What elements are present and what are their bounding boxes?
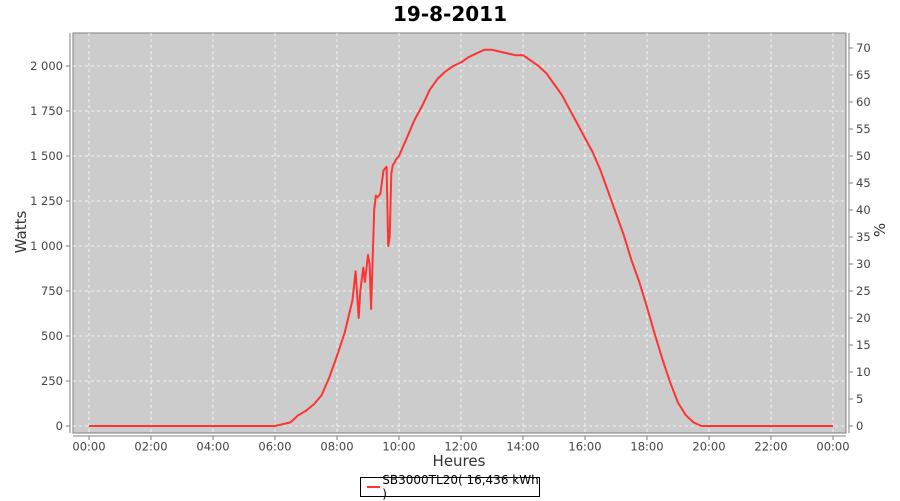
x-tick-label: 16:00	[568, 439, 601, 453]
x-tick-label: 08:00	[320, 439, 353, 453]
grid	[73, 33, 846, 433]
x-tick-label: 12:00	[444, 439, 477, 453]
legend-label: SB3000TL20( 16,436 kWh )	[382, 473, 539, 501]
plot-area	[72, 32, 847, 434]
y2-tick-label: 20	[856, 311, 871, 325]
x-tick-label: 10:00	[382, 439, 415, 453]
y-tick-label: 1 750	[30, 104, 63, 118]
y2-tick-label: 55	[856, 122, 871, 136]
x-tick-label: 22:00	[754, 439, 787, 453]
y2-tick-label: 60	[856, 95, 871, 109]
y-tick-label: 1 000	[30, 239, 63, 253]
y2-tick-label: 35	[856, 230, 871, 244]
y-axis-label: Watts	[12, 211, 30, 254]
chart-title: 19-8-2011	[393, 2, 507, 26]
y2-axis-label: %	[871, 223, 889, 237]
y2-tick-label: 65	[856, 68, 871, 82]
x-tick-label: 04:00	[196, 439, 229, 453]
x-tick-label: 00:00	[72, 439, 105, 453]
y2-tick-label: 0	[856, 419, 863, 433]
right-axis: 0 5 10 15 20 25 30 35 40 45 50 55 60 65 70	[848, 33, 871, 433]
left-axis: 0 250 500 750 1 000 1 250 1 500 1 750 2 000	[30, 33, 71, 433]
y-tick-label: 0	[56, 419, 63, 433]
x-tick-label: 00:00	[816, 439, 849, 453]
y-tick-label: 250	[41, 374, 63, 388]
y-tick-label: 2 000	[30, 59, 63, 73]
x-axis-label: Heures	[433, 452, 486, 470]
y2-tick-label: 5	[856, 392, 863, 406]
y-tick-label: 750	[41, 284, 63, 298]
x-tick-label: 18:00	[630, 439, 663, 453]
y2-tick-label: 50	[856, 149, 871, 163]
x-tick-label: 14:00	[506, 439, 539, 453]
legend-swatch	[367, 486, 381, 488]
y2-tick-label: 25	[856, 284, 871, 298]
series-group	[89, 48, 833, 427]
y2-tick-label: 40	[856, 203, 871, 217]
y-tick-label: 500	[41, 329, 63, 343]
y2-tick-label: 70	[856, 41, 871, 55]
legend: SB3000TL20( 16,436 kWh )	[360, 473, 540, 501]
y2-tick-label: 30	[856, 257, 871, 271]
y-tick-label: 1 250	[30, 194, 63, 208]
x-tick-label: 06:00	[258, 439, 291, 453]
y2-tick-label: 45	[856, 176, 871, 190]
y-tick-label: 1 500	[30, 149, 63, 163]
x-tick-label: 20:00	[692, 439, 725, 453]
y2-tick-label: 10	[856, 365, 871, 379]
series-line	[89, 48, 833, 427]
x-tick-label: 02:00	[134, 439, 167, 453]
x-axis: 00:00 02:00 04:00 06:00 08:00 10:00 12:00 14:00…	[72, 435, 850, 453]
y2-tick-label: 15	[856, 338, 871, 352]
